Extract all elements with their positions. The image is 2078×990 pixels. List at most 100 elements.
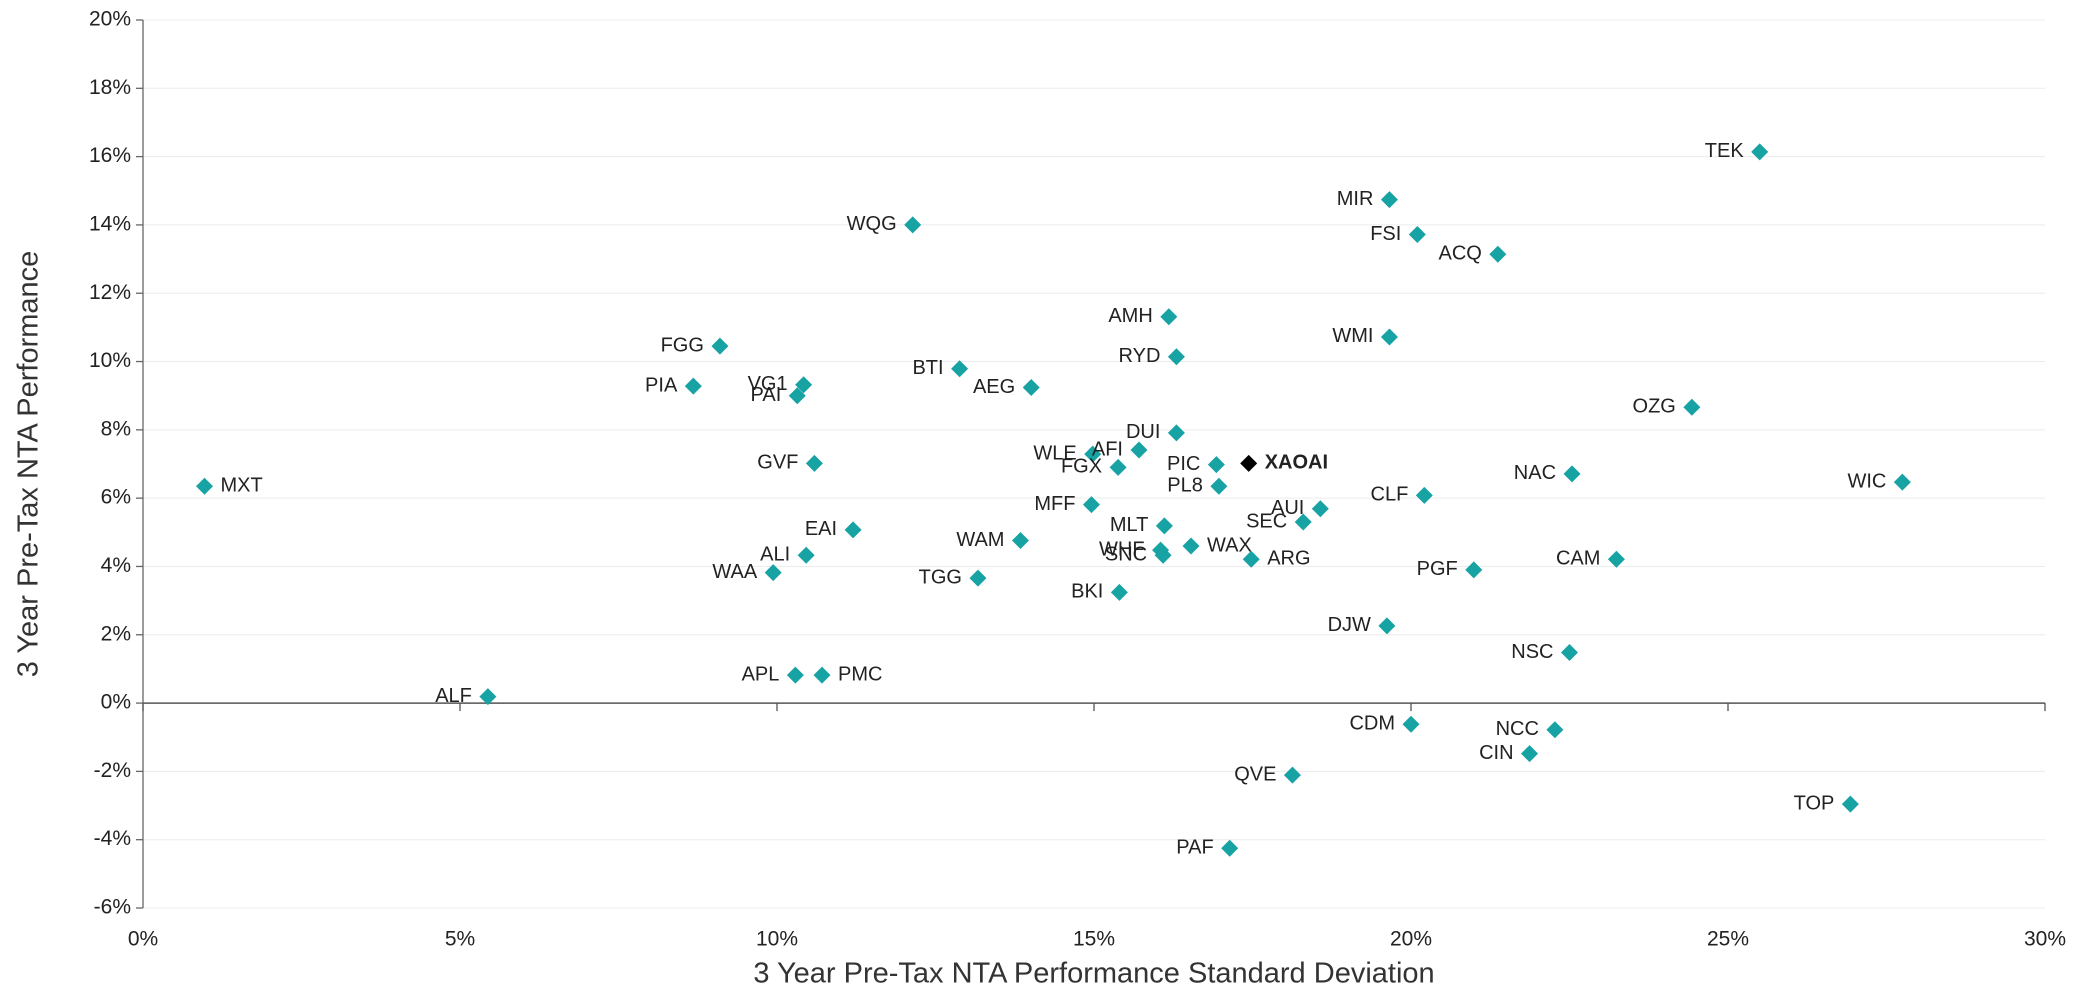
point [1893,473,1911,491]
point [813,666,831,684]
point [1167,424,1185,442]
point-label: ALI [760,543,790,565]
point [1221,839,1239,857]
point [1207,456,1225,474]
x-tick-label: 10% [756,928,798,951]
point [1154,546,1172,564]
point [764,564,782,582]
point-label: PIA [645,374,678,396]
point-label: MXT [220,474,262,496]
point [1378,617,1396,635]
point [904,216,922,234]
point [788,387,806,405]
point-label: DUI [1126,421,1160,443]
y-tick-label: 20% [89,8,131,31]
point [797,546,815,564]
point-label: ACQ [1439,243,1482,265]
point [1182,537,1200,555]
point [786,666,804,684]
point [1408,225,1426,243]
point [1022,378,1040,396]
point-label: NSC [1511,641,1553,663]
point [795,376,813,394]
point [1546,721,1564,739]
point-label: PIC [1167,453,1200,475]
point-label: WHF [1099,538,1145,560]
point-label: CDM [1349,713,1395,735]
point [1561,644,1578,662]
y-tick-label: -6% [94,896,131,919]
point [1110,583,1128,601]
point [1489,245,1507,263]
point-label: FSI [1370,223,1401,245]
y-tick-label: 8% [101,417,131,440]
point-label: WQG [847,213,897,235]
point-label: MLT [1110,514,1149,536]
point [1751,143,1769,161]
point-label: CAM [1556,548,1600,570]
point-label: OZG [1633,396,1676,418]
point [1084,445,1102,463]
point-label: ALF [435,685,472,707]
point [1841,795,1859,813]
point-label: CIN [1479,742,1513,764]
point-label: BKI [1071,581,1103,603]
point-label: PL8 [1167,474,1203,496]
point-label: AUI [1271,497,1304,519]
point [1294,513,1312,531]
y-tick-label: 16% [89,144,131,167]
point-label: DJW [1328,614,1371,636]
point [1109,458,1127,476]
point [711,337,729,355]
y-tick-label: 2% [101,622,131,645]
point [1283,766,1301,784]
point [1155,517,1173,535]
point-label: NCC [1496,718,1539,740]
point [1683,398,1701,416]
point-label: BTI [912,357,943,379]
y-tick-label: 12% [89,281,131,304]
point [1607,550,1625,568]
point [1380,328,1398,346]
y-tick-label: 4% [101,554,131,577]
point [1465,561,1483,579]
point-label: PGF [1417,558,1458,580]
point-label: WLE [1033,442,1076,464]
point [1130,441,1148,459]
point-label: AFI [1092,438,1123,460]
point-label: SNC [1105,543,1147,565]
point-label: TGG [919,566,962,588]
x-tick-label: 20% [1390,928,1432,951]
point-label: WAM [956,529,1004,551]
point [805,454,823,472]
y-axis-title: 3 Year Pre-Tax NTA Performance [13,251,45,678]
point-label: TEK [1705,140,1745,162]
x-tick-label: 5% [445,928,475,951]
point [1380,191,1398,209]
point-label: WIC [1847,470,1886,492]
point-label: WAA [712,561,757,583]
x-axis-title: 3 Year Pre-Tax NTA Performance Standard … [753,958,1434,990]
point-label: WAX [1207,534,1252,556]
point-label: EAI [805,518,837,540]
point [1242,550,1260,568]
point-label: FGG [661,334,704,356]
point-label: QVE [1234,763,1276,785]
x-tick-label: 15% [1073,928,1115,951]
point-label: ARG [1267,548,1310,570]
point-label: APL [742,663,780,685]
point [951,360,969,378]
point-label: PAF [1176,837,1213,859]
point-label: CLF [1371,484,1409,506]
point [1160,308,1178,326]
point [1563,465,1581,483]
point [1521,745,1539,763]
point-label: WMI [1332,325,1373,347]
point [684,377,702,395]
x-tick-label: 25% [1707,928,1749,951]
point [1311,500,1329,518]
y-tick-label: -2% [94,759,131,782]
y-tick-label: -4% [94,827,131,850]
point [1082,496,1100,514]
